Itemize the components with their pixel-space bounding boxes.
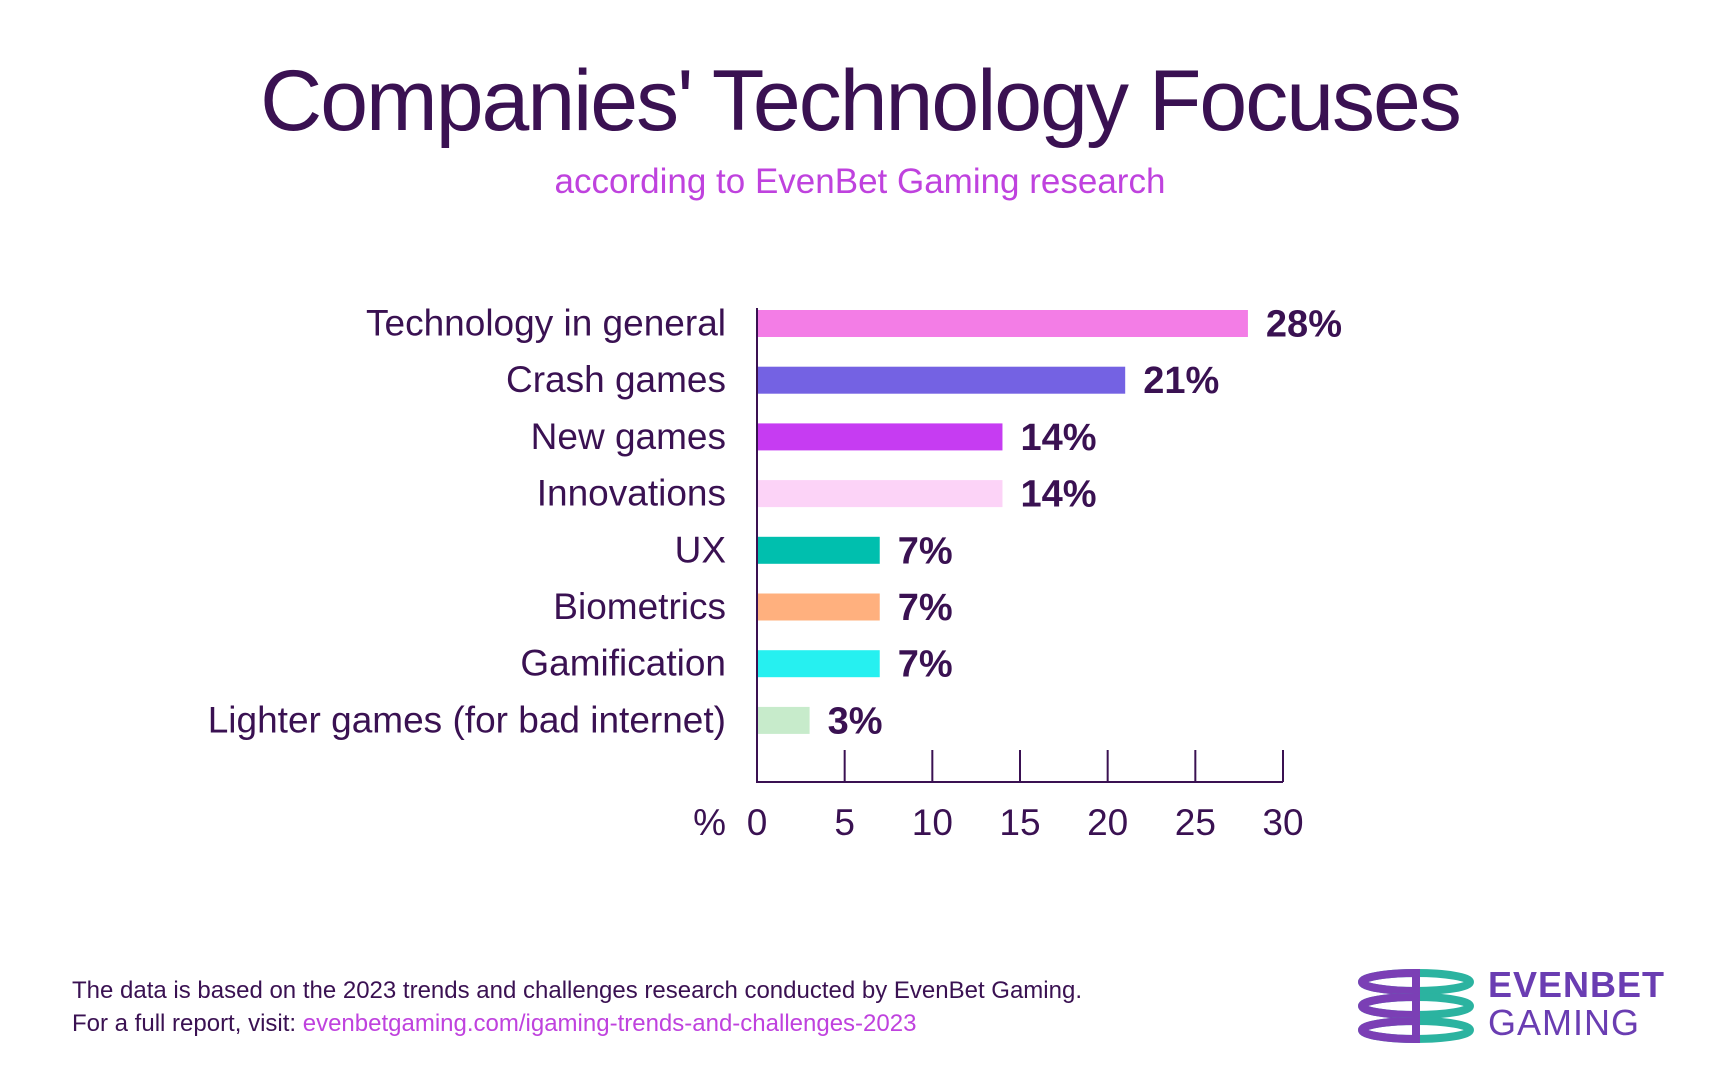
x-tick-label-4: 20 bbox=[1087, 802, 1128, 843]
x-axis: 0 5 10 15 20 25 30% bbox=[693, 308, 1304, 843]
footer-line-1: The data is based on the 2023 trends and… bbox=[72, 977, 1082, 1004]
x-tick-label-6: 30 bbox=[1262, 802, 1303, 843]
logo-ring-half-2 bbox=[1358, 1016, 1420, 1044]
bars-group: Technology in general 28% Crash games 21% Ne… bbox=[208, 303, 1342, 743]
category-label-1: Crash games bbox=[506, 359, 726, 400]
footer-line-2: For a full report, visit: evenbetgaming.… bbox=[72, 1007, 1082, 1040]
chart-title: Companies' Technology Focuses bbox=[260, 53, 1462, 149]
category-label-2: New games bbox=[531, 416, 726, 457]
bar-chart: Technology in general 28% Crash games 21% Ne… bbox=[208, 303, 1342, 844]
logo-line-1: EVENBET bbox=[1488, 964, 1666, 1005]
x-tick-label-5: 25 bbox=[1175, 802, 1216, 843]
value-label-5: 7% bbox=[898, 587, 953, 629]
bar-1 bbox=[757, 366, 1126, 394]
value-label-2: 14% bbox=[1020, 417, 1096, 459]
footer-note: The data is based on the 2023 trends and… bbox=[72, 974, 1082, 1040]
category-label-7: Lighter games (for bad internet) bbox=[208, 699, 726, 740]
bar-6 bbox=[757, 650, 880, 678]
x-axis-label: % bbox=[693, 802, 726, 843]
bar-5 bbox=[757, 593, 880, 621]
category-label-5: Biometrics bbox=[553, 586, 726, 627]
bar-2 bbox=[757, 423, 1003, 451]
logo-rings-icon bbox=[1358, 968, 1474, 1044]
logo-wordmark: EVENBET GAMING bbox=[1488, 966, 1665, 1042]
x-tick-label-0: 0 bbox=[747, 802, 768, 843]
value-label-0: 28% bbox=[1266, 304, 1342, 346]
bar-7 bbox=[757, 706, 810, 734]
value-label-3: 14% bbox=[1020, 474, 1096, 516]
report-link[interactable]: evenbetgaming.com/igaming-trends-and-cha… bbox=[302, 1010, 917, 1037]
value-label-6: 7% bbox=[898, 644, 953, 686]
category-label-4: UX bbox=[675, 529, 726, 570]
footer-prefix: For a full report, visit: bbox=[72, 1010, 303, 1037]
category-label-3: Innovations bbox=[537, 473, 726, 514]
logo-ring-half-0 bbox=[1358, 968, 1420, 996]
logo-ring-half-1 bbox=[1358, 992, 1420, 1020]
category-label-0: Technology in general bbox=[366, 303, 726, 344]
chart-subtitle: according to EvenBet Gaming research bbox=[554, 162, 1166, 201]
bar-3 bbox=[757, 480, 1003, 508]
evenbet-logo-icon bbox=[1358, 968, 1474, 1044]
x-tick-label-1: 5 bbox=[834, 802, 855, 843]
value-label-4: 7% bbox=[898, 530, 953, 572]
logo-line-2: GAMING bbox=[1488, 1002, 1641, 1043]
x-tick-label-2: 10 bbox=[912, 802, 953, 843]
value-label-1: 21% bbox=[1143, 360, 1219, 402]
x-tick-label-3: 15 bbox=[999, 802, 1040, 843]
category-label-6: Gamification bbox=[520, 643, 726, 684]
bar-0 bbox=[757, 310, 1248, 337]
bar-4 bbox=[757, 536, 880, 564]
value-label-7: 3% bbox=[828, 700, 883, 742]
